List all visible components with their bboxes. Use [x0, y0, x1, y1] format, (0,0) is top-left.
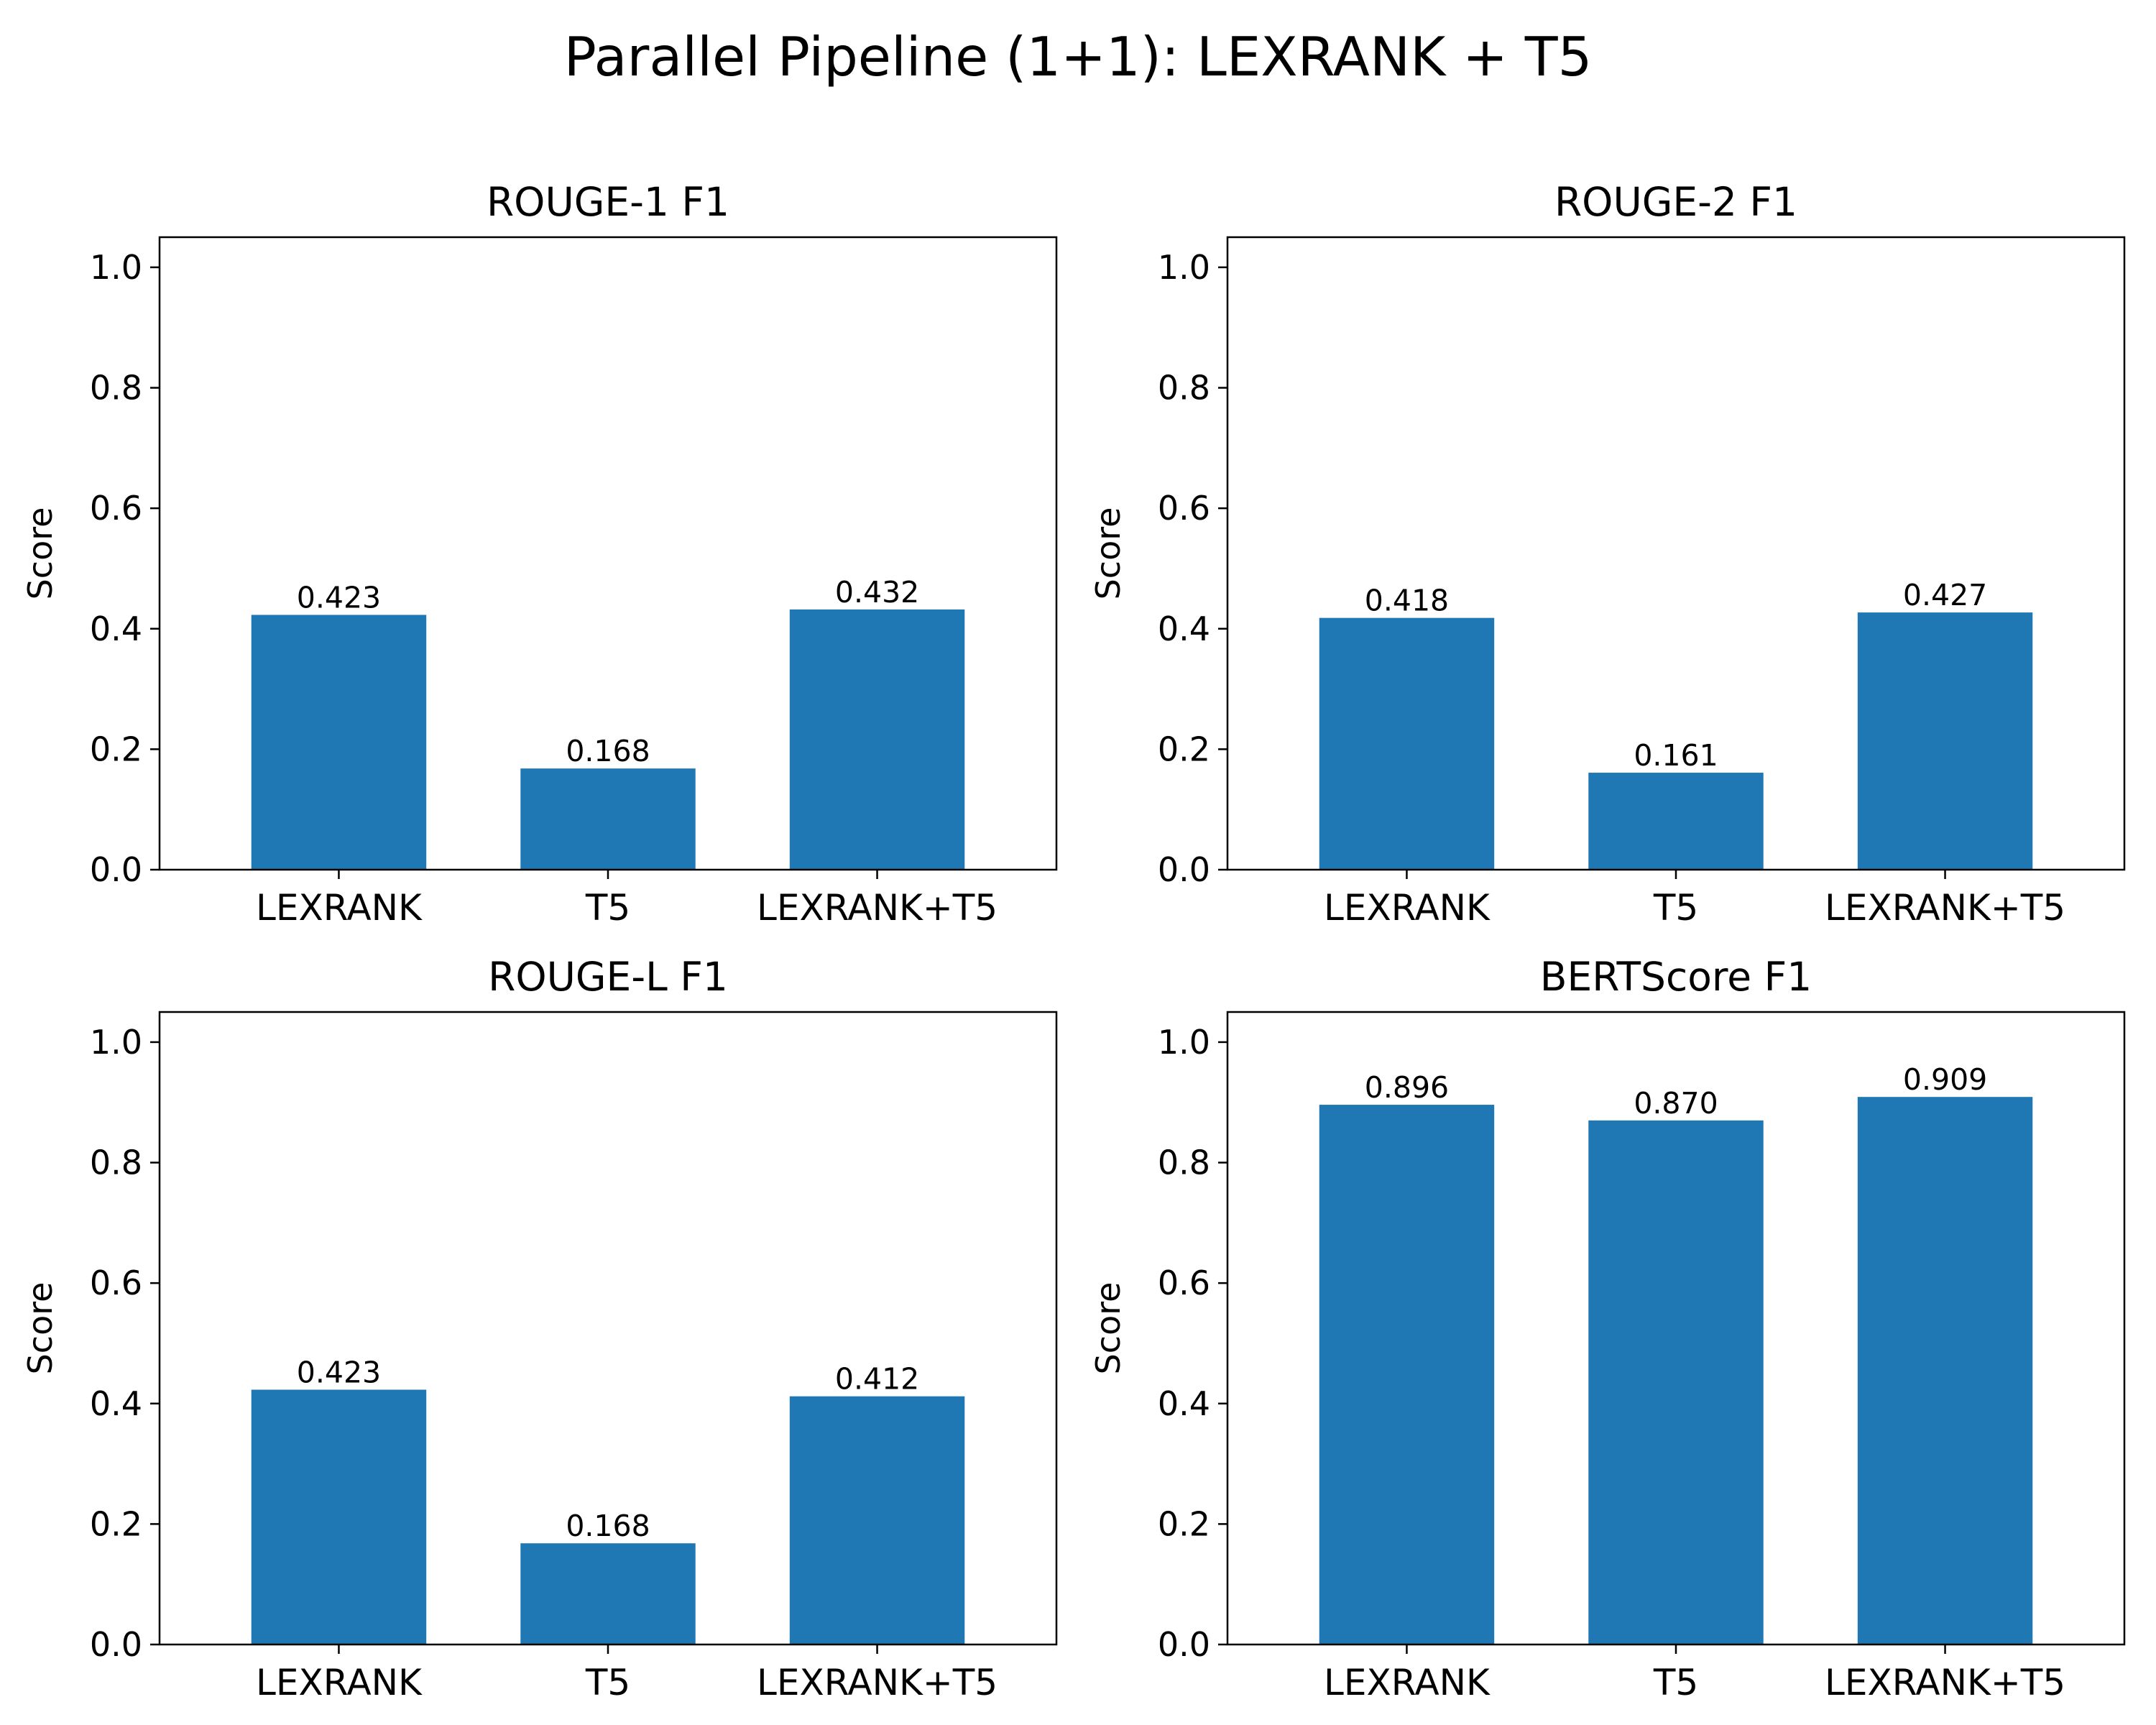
bar-lexrank-plus-t5	[789, 609, 965, 870]
panel-rouge-l: 0.423 LEXRANK 0.168 T5 0.412 LEXRANK+T5 0.0 0.2…	[21, 954, 1058, 1703]
y-tick-label: 0.4	[90, 1384, 142, 1423]
bar-lexrank	[251, 615, 427, 870]
data-label: 0.412	[835, 1362, 919, 1397]
y-tick-label: 0.0	[1158, 1625, 1210, 1664]
axes-frame	[1226, 236, 2126, 871]
y-tick-label: 0.6	[90, 1264, 142, 1302]
y-tick-label: 1.0	[90, 248, 142, 287]
y-tick-label: 0.2	[90, 1504, 142, 1543]
x-tick-label: T5	[585, 887, 630, 929]
y-tick-label: 0.4	[1158, 1384, 1210, 1423]
y-axis-label: Score	[1089, 507, 1128, 600]
y-tick-label: 0.2	[1158, 730, 1210, 768]
bar-t5	[520, 768, 696, 870]
data-label: 0.427	[1903, 578, 1987, 612]
x-tick-label: LEXRANK	[256, 887, 423, 929]
panel-title: ROUGE-1 F1	[487, 179, 729, 225]
data-label: 0.168	[566, 734, 650, 768]
y-tick-label: 0.0	[90, 1625, 142, 1664]
y-tick-label: 0.6	[1158, 1264, 1210, 1302]
y-tick-label: 0.4	[90, 610, 142, 648]
panel-title: ROUGE-L F1	[488, 954, 728, 1000]
axes-frame	[158, 1011, 1058, 1646]
y-tick-label: 0.8	[1158, 1144, 1210, 1182]
data-label: 0.161	[1634, 738, 1718, 773]
panel-rouge-2: 0.418 LEXRANK 0.161 T5 0.427 LEXRANK+T5 0.0 0.2…	[1089, 179, 2126, 929]
y-tick-label: 1.0	[90, 1023, 142, 1062]
bar-lexrank	[1319, 617, 1495, 870]
data-label: 0.423	[297, 580, 381, 615]
data-label: 0.168	[566, 1509, 650, 1543]
x-tick-label: LEXRANK+T5	[757, 1662, 998, 1703]
bar-lexrank-plus-t5	[1857, 612, 2033, 870]
y-tick-label: 0.2	[90, 730, 142, 768]
data-label: 0.896	[1365, 1070, 1449, 1105]
bar-lexrank	[251, 1389, 427, 1644]
bar-t5	[1588, 773, 1764, 870]
panel-title: ROUGE-2 F1	[1554, 179, 1797, 225]
data-label: 0.870	[1634, 1086, 1718, 1121]
y-tick-label: 0.4	[1158, 610, 1210, 648]
panel-title: BERTScore F1	[1540, 954, 1812, 1000]
bar-t5	[1588, 1120, 1764, 1644]
axes-frame	[1226, 1011, 2126, 1646]
bar-t5	[520, 1543, 696, 1644]
x-tick-label: LEXRANK+T5	[1825, 1662, 2065, 1703]
x-tick-label: T5	[585, 1662, 630, 1703]
bar-lexrank-plus-t5	[1857, 1097, 2033, 1644]
x-tick-label: T5	[1653, 1662, 1698, 1703]
y-tick-label: 0.8	[90, 1144, 142, 1182]
y-tick-label: 0.8	[1158, 369, 1210, 408]
data-label: 0.418	[1365, 584, 1449, 618]
y-axis-label: Score	[21, 507, 60, 600]
data-label: 0.432	[835, 575, 919, 610]
x-tick-label: LEXRANK	[1324, 1662, 1491, 1703]
figure-title: Parallel Pipeline (1+1): LEXRANK + T5	[564, 25, 1593, 88]
data-label: 0.423	[297, 1355, 381, 1389]
x-tick-label: T5	[1653, 887, 1698, 929]
y-tick-label: 0.0	[90, 850, 142, 889]
y-axis-label: Score	[1089, 1282, 1128, 1375]
data-label: 0.909	[1903, 1062, 1987, 1097]
x-tick-label: LEXRANK	[1324, 887, 1491, 929]
axes-frame	[158, 236, 1058, 871]
y-tick-label: 0.8	[90, 369, 142, 408]
x-tick-label: LEXRANK+T5	[757, 887, 998, 929]
x-tick-label: LEXRANK+T5	[1825, 887, 2065, 929]
bar-lexrank	[1319, 1105, 1495, 1644]
y-tick-label: 0.0	[1158, 850, 1210, 889]
panel-bertscore: 0.896 LEXRANK 0.870 T5 0.909 LEXRANK+T5 0.0 0.2…	[1089, 954, 2126, 1703]
y-tick-label: 0.2	[1158, 1504, 1210, 1543]
panel-rouge-1: 0.423 LEXRANK 0.168 T5 0.432 LEXRANK+T5 0.0 0.2…	[21, 179, 1058, 929]
x-tick-label: LEXRANK	[256, 1662, 423, 1703]
y-tick-label: 1.0	[1158, 1023, 1210, 1062]
y-tick-label: 0.6	[90, 489, 142, 528]
bar-lexrank-plus-t5	[789, 1396, 965, 1644]
y-tick-label: 1.0	[1158, 248, 1210, 287]
y-tick-label: 0.6	[1158, 489, 1210, 528]
y-axis-label: Score	[21, 1282, 60, 1375]
